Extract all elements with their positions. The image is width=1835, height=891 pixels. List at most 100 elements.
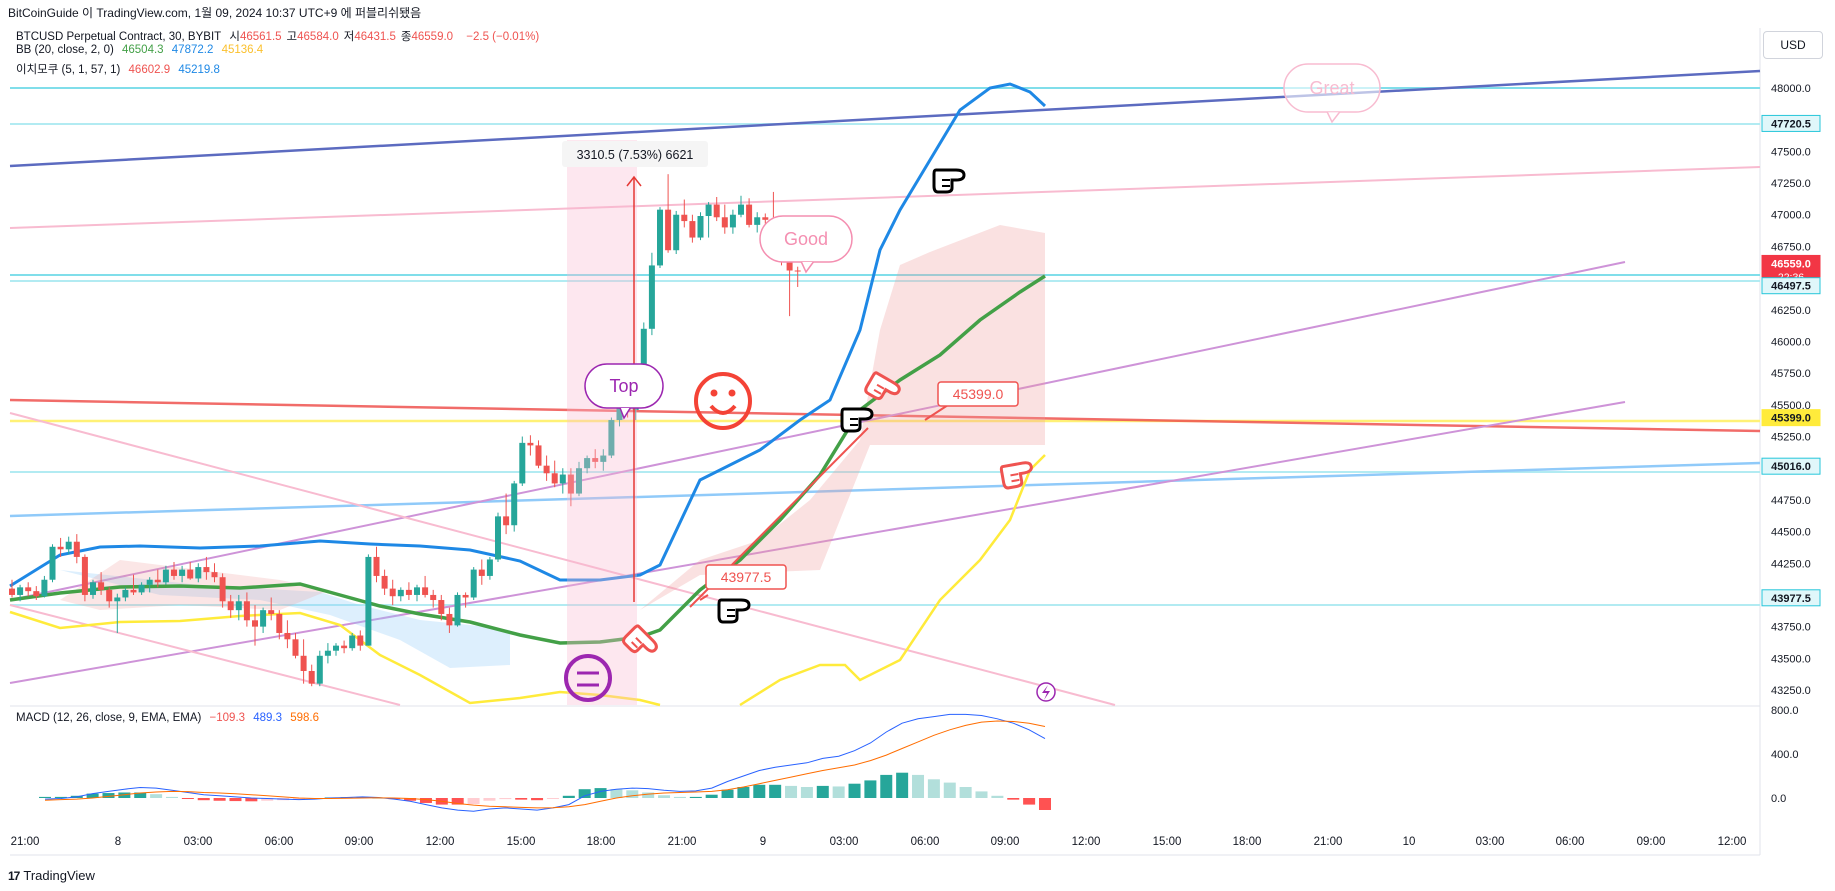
bubble-top: Top — [609, 376, 638, 396]
macd-histogram-bar — [943, 782, 956, 798]
ohlc-value: 46561.5 — [239, 31, 282, 43]
x-tick-label: 06:00 — [1556, 836, 1585, 848]
lightning-icon — [1036, 682, 1056, 702]
macd-label: MACD (12, 26, close, 9, EMA, EMA) — [16, 712, 202, 724]
macd-histogram-bar — [991, 795, 1004, 798]
candle-up — [138, 584, 145, 593]
macd-line-value: 489.3 — [253, 712, 283, 724]
candle-down — [551, 473, 558, 484]
macd-histogram-bar — [499, 798, 512, 800]
macd-histogram-bar — [880, 774, 893, 798]
x-tick-label: 9 — [760, 836, 766, 848]
x-tick-label: 21:00 — [1314, 836, 1343, 848]
candle-down — [227, 601, 234, 611]
candle-up — [90, 582, 96, 595]
macd-histogram-bar — [1039, 798, 1051, 810]
ichimoku-cloud-bull — [640, 225, 1045, 610]
candle-down — [154, 579, 161, 583]
x-tick-label: 09:00 — [1637, 836, 1666, 848]
x-tick-label: 15:00 — [507, 836, 536, 848]
currency-button[interactable]: USD — [1763, 31, 1823, 59]
macd-pane: 800.0 400.0 0.0 — [39, 705, 1799, 812]
candle-down — [689, 221, 696, 238]
y-tick-label: 45500.0 — [1771, 400, 1811, 412]
candle-up — [235, 601, 242, 611]
candle-down — [422, 587, 429, 595]
x-tick-label: 03:00 — [830, 836, 859, 848]
price-label: 46559.0 — [1771, 258, 1811, 270]
candle-up — [754, 217, 761, 225]
bubble-top-tail — [619, 407, 631, 420]
tradingview-logo[interactable]: 17 TradingView — [8, 868, 95, 883]
candle-down — [713, 204, 720, 218]
macd-histogram-bar — [467, 798, 480, 805]
bollinger-lower — [9, 454, 1046, 707]
candle-down — [203, 567, 210, 573]
y-tick-label: 43750.0 — [1771, 622, 1811, 634]
candle-down — [503, 516, 510, 526]
candle-down — [430, 594, 437, 601]
macd-histogram-bar — [292, 798, 305, 800]
price-change: −2.5 (−0.01%) — [466, 31, 540, 43]
macd-histogram-bar — [515, 798, 528, 800]
ohlc-value: 46559.0 — [411, 31, 454, 43]
candle-down — [276, 613, 283, 633]
price-label-box — [1761, 457, 1821, 475]
macd-histogram-bar — [658, 795, 671, 798]
macd-histogram-bar — [673, 796, 686, 798]
candle-up — [584, 458, 591, 469]
publish-info: BitCoinGuide 이 TradingView.com, 1월 09, 2… — [8, 6, 422, 20]
candle-down — [106, 589, 113, 602]
macd-histogram-bar — [594, 788, 607, 798]
macd-histogram-bar — [546, 798, 559, 799]
candle-down — [219, 577, 226, 602]
macd-histogram-bar — [134, 792, 147, 798]
candle-up — [657, 209, 663, 266]
x-tick-label: 21:00 — [668, 836, 697, 848]
measure-label: 3310.5 (7.53%) 6621 — [577, 148, 694, 162]
macd-histogram-bar — [165, 796, 178, 798]
macd-histogram-bar — [800, 787, 813, 798]
candle-up — [495, 516, 501, 560]
macd-hist-value: −109.3 — [209, 712, 246, 724]
connector-line — [924, 404, 949, 421]
candle-up — [146, 579, 153, 585]
candle-up — [600, 455, 607, 462]
pointing-hand-icon — [717, 598, 751, 624]
candle-down — [786, 255, 793, 271]
macd-histogram-bar — [975, 791, 988, 798]
candle-up — [470, 569, 477, 598]
bb-upper: 47872.2 — [171, 44, 214, 56]
trendline-pink-falling-2 — [9, 604, 401, 706]
candle-down — [405, 589, 412, 595]
ohlc-label: 저 — [343, 31, 355, 43]
x-tick-label: 06:00 — [911, 836, 940, 848]
candle-down — [171, 569, 177, 576]
candle-up — [414, 587, 420, 595]
ohlc-value: 46584.0 — [297, 31, 339, 43]
candle-up — [648, 265, 655, 329]
x-tick-label: 12:00 — [1072, 836, 1101, 848]
macd-histogram-bar — [642, 792, 655, 798]
trendline-pink-falling-1 — [9, 412, 1116, 706]
x-tick-label: 12:00 — [1718, 836, 1747, 848]
macd-histogram-bar — [927, 779, 940, 798]
price-label: 47720.5 — [1771, 118, 1811, 130]
candle-down — [543, 465, 550, 474]
x-tick-label: 03:00 — [184, 836, 213, 848]
candle-down — [187, 569, 194, 579]
candle-down — [98, 582, 105, 590]
callout-43977-box — [705, 564, 787, 590]
candle-down — [243, 601, 250, 621]
macd-histogram-bar — [737, 787, 750, 798]
candle-down — [681, 214, 688, 222]
macd-histogram-bar — [753, 784, 766, 798]
x-tick-label: 18:00 — [587, 836, 616, 848]
macd-histogram-bar — [213, 798, 226, 801]
y-tick-label: 43500.0 — [1771, 653, 1811, 665]
macd-histogram-bar — [1023, 798, 1036, 805]
macd-histogram-bar — [1007, 798, 1020, 800]
x-tick-label: 10 — [1403, 836, 1416, 848]
x-tick-label: 21:00 — [11, 836, 40, 848]
